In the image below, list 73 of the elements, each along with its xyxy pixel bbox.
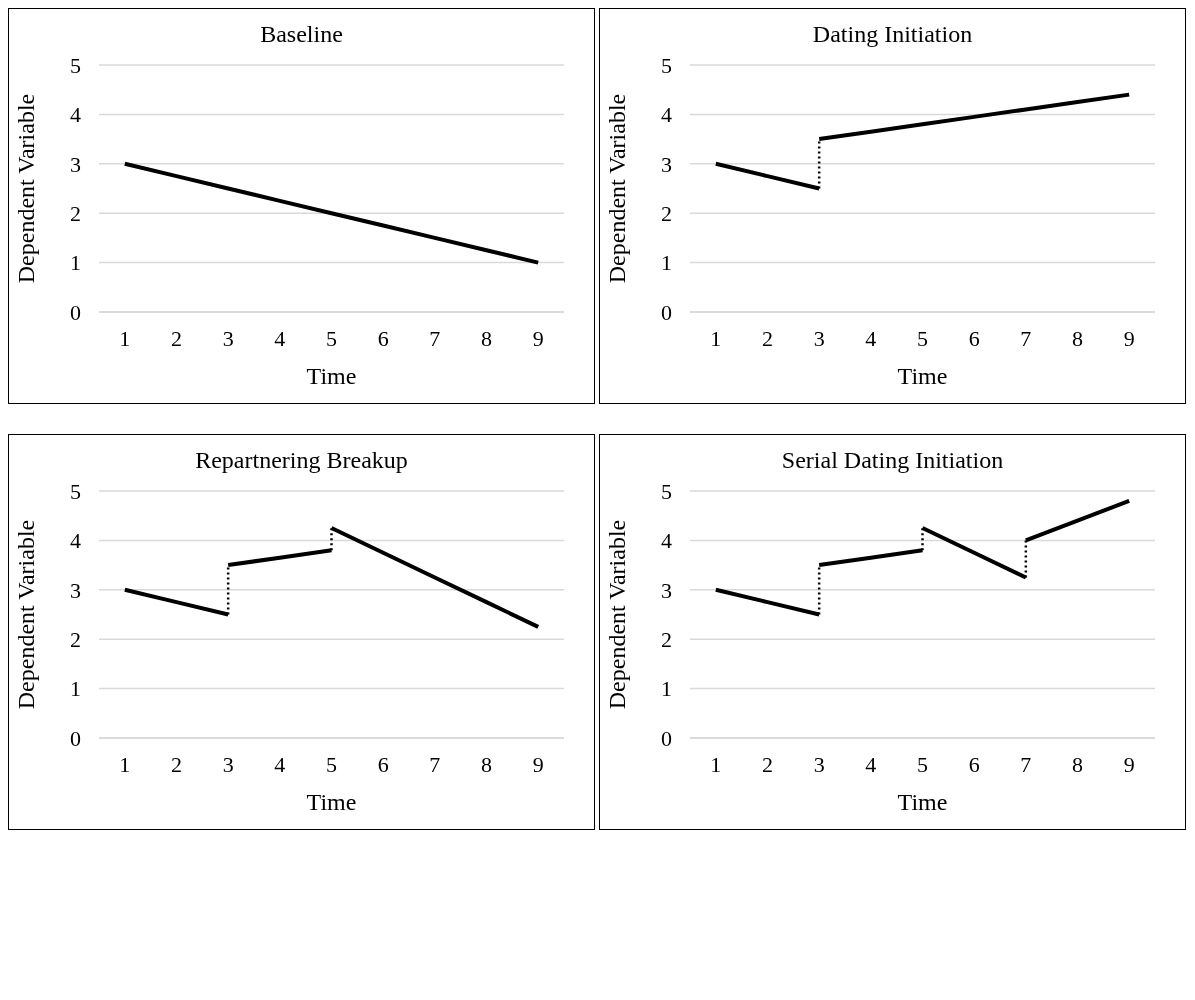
x-tick-label: 7 — [429, 751, 441, 777]
x-tick-label: 1 — [710, 325, 722, 351]
y-tick-label: 3 — [70, 577, 81, 603]
x-tick-label: 5 — [917, 751, 928, 777]
y-tick-label: 4 — [70, 528, 81, 554]
chart-title: Repartnering Breakup — [195, 447, 408, 473]
x-axis-title: Time — [306, 363, 357, 389]
x-tick-label: 8 — [1072, 751, 1083, 777]
y-tick-label: 5 — [70, 52, 81, 78]
chart-title: Serial Dating Initiation — [781, 447, 1004, 473]
y-tick-label: 5 — [70, 478, 81, 504]
x-tick-label: 2 — [762, 325, 773, 351]
x-tick-label: 8 — [481, 751, 492, 777]
x-tick-label: 4 — [274, 751, 286, 777]
x-tick-label: 3 — [813, 325, 825, 351]
y-tick-label: 2 — [661, 201, 672, 227]
y-axis-title: Dependent Variable — [603, 519, 630, 710]
x-tick-label: 9 — [532, 325, 544, 351]
x-tick-label: 5 — [326, 325, 337, 351]
x-tick-label: 9 — [532, 751, 544, 777]
y-tick-label: 1 — [70, 676, 81, 702]
x-tick-label: 7 — [1020, 325, 1032, 351]
y-tick-label: 1 — [661, 250, 672, 276]
x-tick-label: 1 — [119, 325, 131, 351]
x-tick-label: 4 — [274, 325, 286, 351]
y-tick-label: 2 — [661, 627, 672, 653]
y-tick-label: 0 — [661, 299, 672, 325]
x-tick-label: 6 — [377, 325, 389, 351]
y-tick-label: 3 — [661, 577, 672, 603]
chart-title: Baseline — [260, 21, 343, 47]
x-tick-label: 6 — [377, 751, 389, 777]
x-tick-label: 8 — [481, 325, 492, 351]
y-tick-label: 3 — [70, 151, 81, 177]
x-tick-label: 5 — [326, 751, 337, 777]
x-tick-label: 9 — [1123, 325, 1135, 351]
x-tick-label: 4 — [865, 325, 877, 351]
y-tick-label: 5 — [661, 478, 672, 504]
x-tick-label: 1 — [119, 751, 131, 777]
x-tick-label: 3 — [813, 751, 825, 777]
y-tick-label: 2 — [70, 627, 81, 653]
x-tick-label: 1 — [710, 751, 722, 777]
x-tick-label: 2 — [762, 751, 773, 777]
y-axis-title: Dependent Variable — [12, 519, 39, 710]
y-tick-label: 1 — [70, 250, 81, 276]
y-tick-label: 2 — [70, 201, 81, 227]
x-tick-label: 2 — [171, 751, 182, 777]
chart-title: Dating Initiation — [812, 21, 973, 47]
x-axis-title: Time — [897, 789, 948, 815]
x-axis-title: Time — [897, 363, 948, 389]
y-tick-label: 0 — [70, 299, 81, 325]
x-tick-label: 6 — [968, 325, 980, 351]
y-tick-label: 4 — [70, 102, 81, 128]
y-tick-label: 5 — [661, 52, 672, 78]
y-tick-label: 1 — [661, 676, 672, 702]
y-tick-label: 4 — [661, 528, 672, 554]
y-tick-label: 0 — [70, 725, 81, 751]
y-axis-title: Dependent Variable — [603, 93, 630, 284]
x-axis-title: Time — [306, 789, 357, 815]
y-axis-title: Dependent Variable — [12, 93, 39, 284]
x-tick-label: 6 — [968, 751, 980, 777]
x-tick-label: 7 — [429, 325, 441, 351]
x-tick-label: 3 — [222, 325, 234, 351]
x-tick-label: 9 — [1123, 751, 1135, 777]
line-series — [122, 161, 541, 265]
y-tick-label: 3 — [661, 151, 672, 177]
x-tick-label: 7 — [1020, 751, 1032, 777]
x-tick-label: 8 — [1072, 325, 1083, 351]
y-tick-label: 4 — [661, 102, 672, 128]
x-tick-label: 5 — [917, 325, 928, 351]
x-tick-label: 3 — [222, 751, 234, 777]
y-tick-label: 0 — [661, 725, 672, 751]
x-tick-label: 4 — [865, 751, 877, 777]
x-tick-label: 2 — [171, 325, 182, 351]
